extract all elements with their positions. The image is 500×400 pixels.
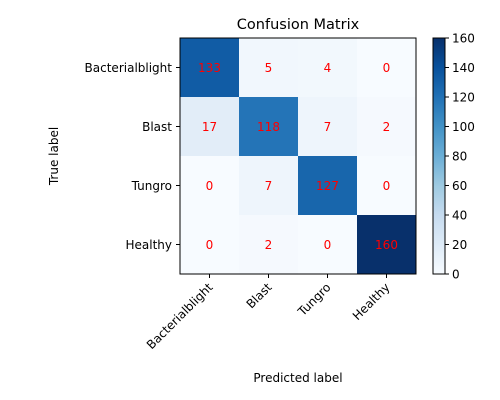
- heatmap-cell: [239, 215, 299, 275]
- y-axis-ticks: Bacterialblight Blast Tungro Healthy: [85, 61, 180, 252]
- cell-value-label: 7: [265, 179, 273, 193]
- matrix-cells: [180, 38, 417, 275]
- colorbar-tick-label: 120: [452, 91, 475, 105]
- x-axis-ticks: Bacterialblight Blast Tungro Healthy: [144, 274, 393, 352]
- cell-value-label: 0: [206, 179, 214, 193]
- cell-value-label: 7: [324, 120, 332, 134]
- heatmap-cell: [180, 156, 240, 216]
- heatmap-cell: [180, 38, 240, 98]
- cell-value-label: 118: [257, 120, 280, 134]
- colorbar-ticks: 0 20 40 60 80 100 120 140 160: [445, 32, 475, 282]
- heatmap-cell: [239, 38, 299, 98]
- heatmap-cell: [357, 215, 417, 275]
- heatmap-cell: [298, 215, 358, 275]
- x-tick-label: Blast: [244, 280, 275, 311]
- x-tick-label: Healthy: [350, 280, 393, 323]
- colorbar-gradient: [432, 37, 446, 275]
- cell-value-label: 0: [206, 238, 214, 252]
- chart-title: Confusion Matrix: [237, 17, 360, 33]
- y-tick-label: Healthy: [125, 238, 172, 252]
- x-tick-label: Bacterialblight: [144, 280, 216, 352]
- cell-value-label: 0: [383, 61, 391, 75]
- heatmap-cell: [239, 97, 299, 157]
- heatmap-cell: [357, 97, 417, 157]
- colorbar-tick-label: 40: [452, 209, 467, 223]
- colorbar-tick-label: 20: [452, 238, 467, 252]
- cell-value-label: 5: [265, 61, 273, 75]
- matrix-frame: [179, 37, 417, 275]
- cell-value-label: 160: [375, 238, 398, 252]
- colorbar-tick-label: 60: [452, 179, 467, 193]
- cell-value-label: 0: [383, 179, 391, 193]
- cell-value-label: 0: [324, 238, 332, 252]
- matrix-cell-labels: 133 5 4 0 17 118 7 2 0 7 127 0 0 2 0 160: [198, 61, 398, 252]
- heatmap-cell: [298, 38, 358, 98]
- y-tick-label: Blast: [142, 120, 172, 134]
- heatmap-cell: [357, 156, 417, 216]
- cell-value-label: 133: [198, 61, 221, 75]
- heatmap-cell: [298, 97, 358, 157]
- colorbar-tick-label: 0: [452, 268, 460, 282]
- x-tick-label: Tungro: [294, 280, 333, 319]
- heatmap-cell: [180, 97, 240, 157]
- cell-value-label: 2: [383, 120, 391, 134]
- colorbar-tick-label: 140: [452, 61, 475, 75]
- cell-value-label: 127: [316, 179, 339, 193]
- heatmap-cell: [180, 215, 240, 275]
- y-tick-label: Tungro: [131, 179, 172, 193]
- cell-value-label: 17: [202, 120, 217, 134]
- colorbar: 0 20 40 60 80 100 120 140 160: [432, 32, 475, 282]
- colorbar-tick-label: 100: [452, 120, 475, 134]
- heatmap-cell: [357, 38, 417, 98]
- heatmap-cell: [239, 156, 299, 216]
- colorbar-tick-label: 80: [452, 150, 467, 164]
- cell-value-label: 2: [265, 238, 273, 252]
- y-axis-label: True label: [47, 127, 61, 186]
- heatmap-cell: [298, 156, 358, 216]
- x-axis-label: Predicted label: [253, 371, 342, 385]
- colorbar-tick-label: 160: [452, 32, 475, 46]
- y-tick-label: Bacterialblight: [85, 61, 173, 75]
- cell-value-label: 4: [324, 61, 332, 75]
